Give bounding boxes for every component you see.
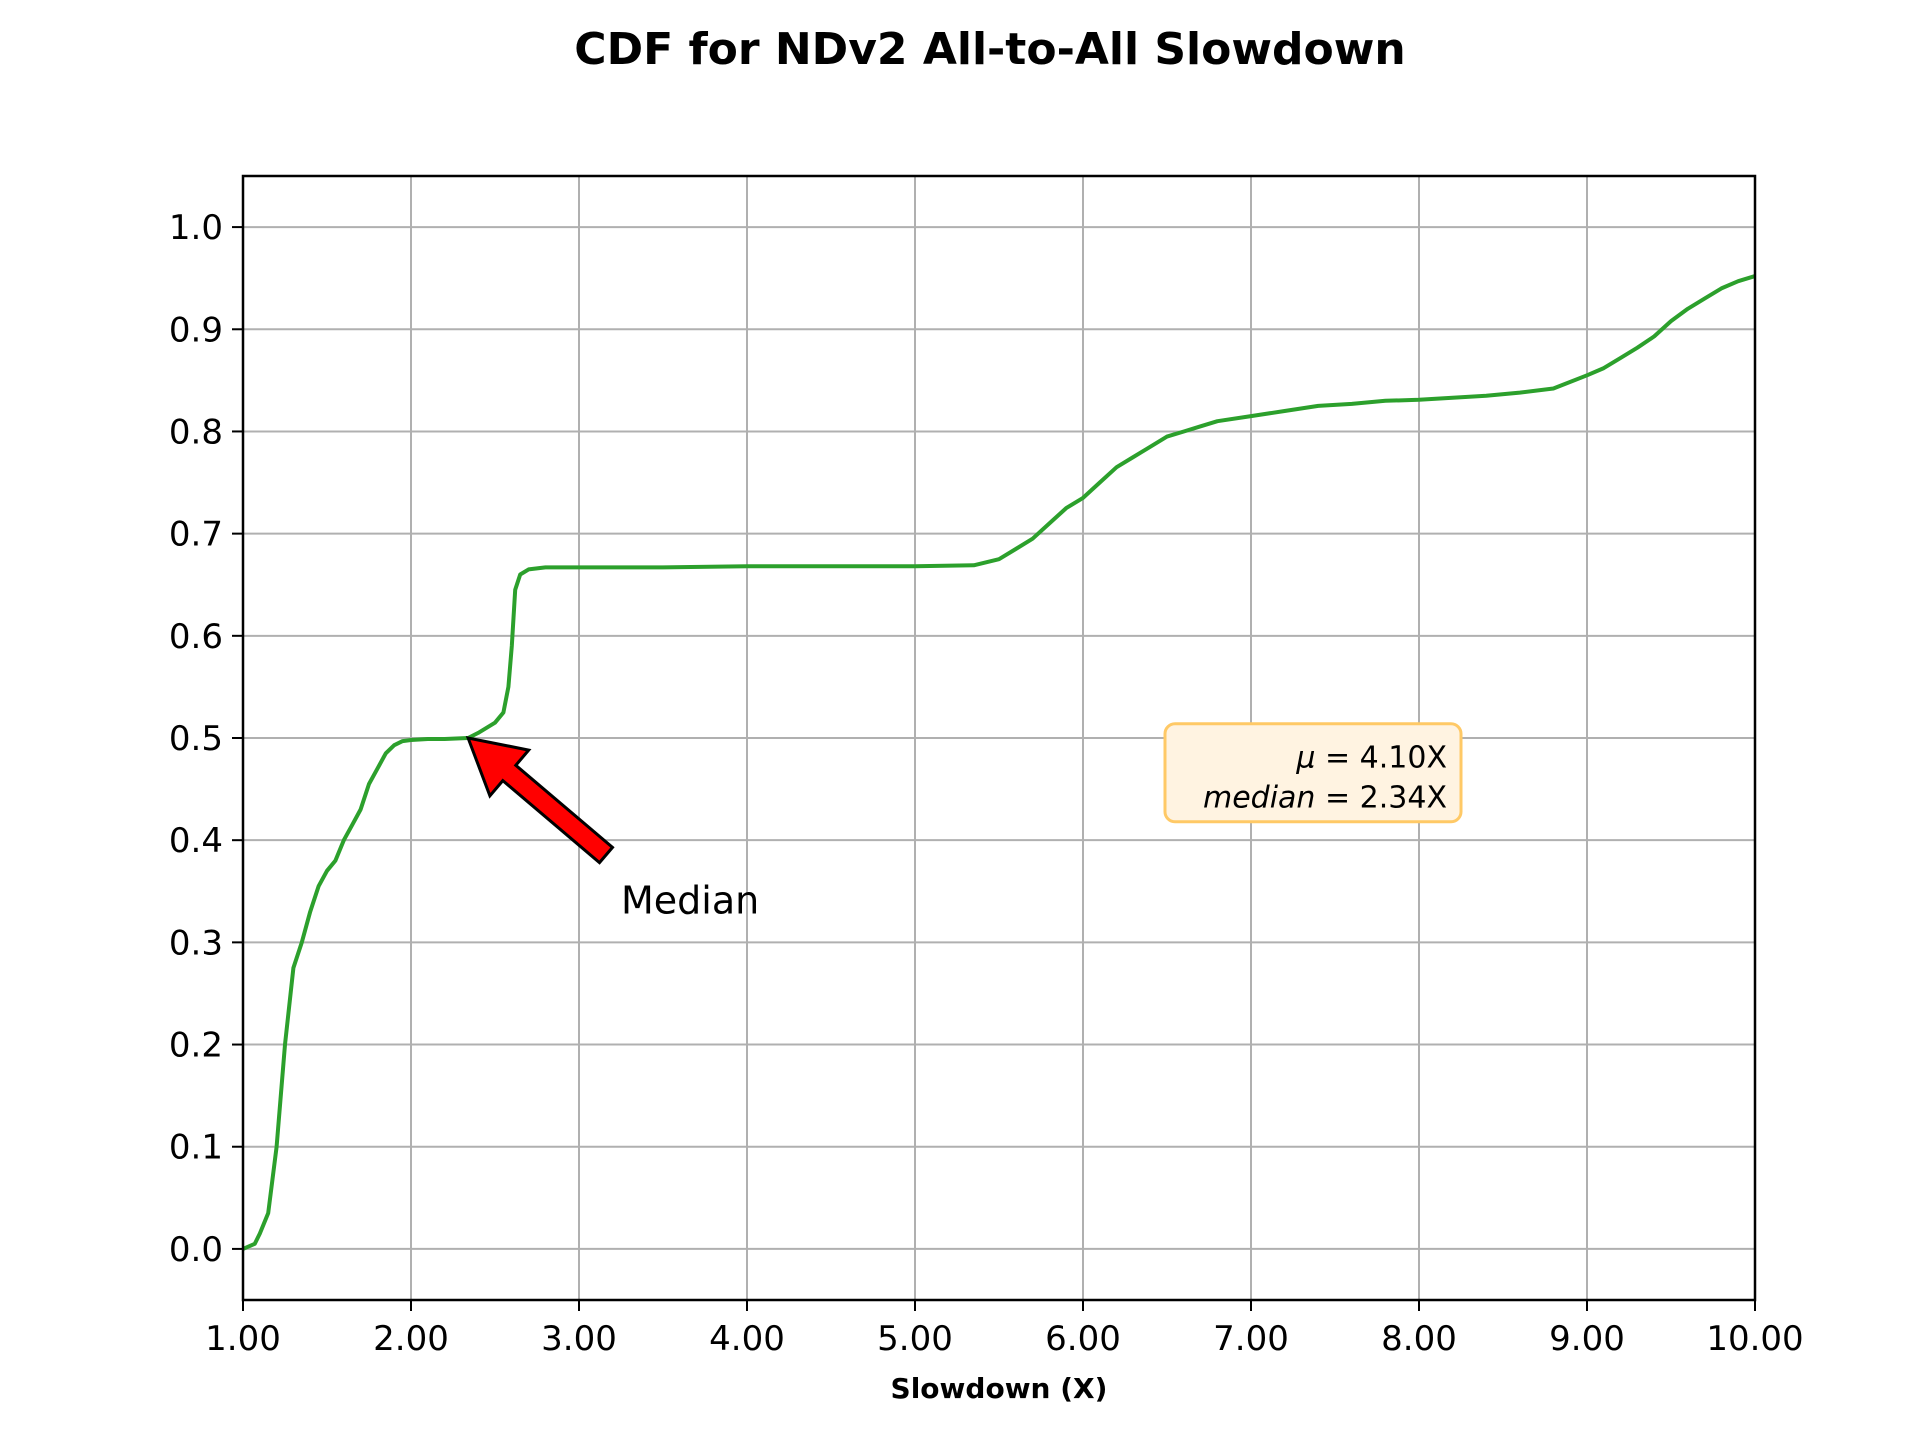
median-arrow [465, 735, 615, 865]
y-tick-label: 0.4 [169, 821, 223, 861]
y-tick-label: 0.9 [169, 310, 223, 350]
chart-title: CDF for NDv2 All-to-All Slowdown [574, 24, 1405, 75]
stats-mean-text: μ = 4.10X [1295, 741, 1447, 776]
median-word: median [1203, 781, 1315, 816]
y-tick-label: 0.1 [169, 1128, 223, 1168]
x-tick-label: 5.00 [877, 1319, 953, 1359]
x-tick-label: 7.00 [1213, 1319, 1289, 1359]
x-axis-label: Slowdown (X) [891, 1372, 1108, 1405]
y-tick-label: 0.3 [169, 923, 223, 963]
y-tick-label: 1.0 [169, 208, 223, 248]
x-tick-label: 8.00 [1381, 1319, 1457, 1359]
x-tick-label: 9.00 [1549, 1319, 1625, 1359]
x-tick-label: 3.00 [541, 1319, 617, 1359]
y-tick-label: 0.0 [169, 1230, 223, 1270]
annotation-layer: Median μ = 4.10X median = 2.34X [465, 722, 1463, 922]
x-tick-label: 4.00 [709, 1319, 785, 1359]
x-tick-label: 6.00 [1045, 1319, 1121, 1359]
median-value: = 2.34X [1315, 781, 1447, 816]
y-tick-label: 0.7 [169, 515, 223, 555]
series-layer [242, 274, 1756, 1251]
x-tick-label: 2.00 [373, 1319, 449, 1359]
grid [242, 176, 1756, 1300]
axis-ticks: 1.00 2.00 3.00 4.00 5.00 6.00 7.00 8.00 9.00 10.0… [169, 208, 1804, 1359]
x-tick-label: 1.00 [205, 1319, 281, 1359]
mean-value: = 4.10X [1315, 741, 1447, 776]
stats-median-text: median = 2.34X [1203, 781, 1447, 816]
x-tick-label: 10.00 [1706, 1319, 1803, 1359]
stats-box [1163, 722, 1463, 824]
y-tick-label: 0.5 [169, 719, 223, 759]
y-tick-label: 0.2 [169, 1026, 223, 1066]
mean-symbol: μ [1295, 741, 1315, 776]
median-annotation-label: Median [621, 878, 759, 922]
y-tick-label: 0.8 [169, 412, 223, 452]
cdf-line [242, 274, 1756, 1251]
y-tick-label: 0.6 [169, 617, 223, 657]
